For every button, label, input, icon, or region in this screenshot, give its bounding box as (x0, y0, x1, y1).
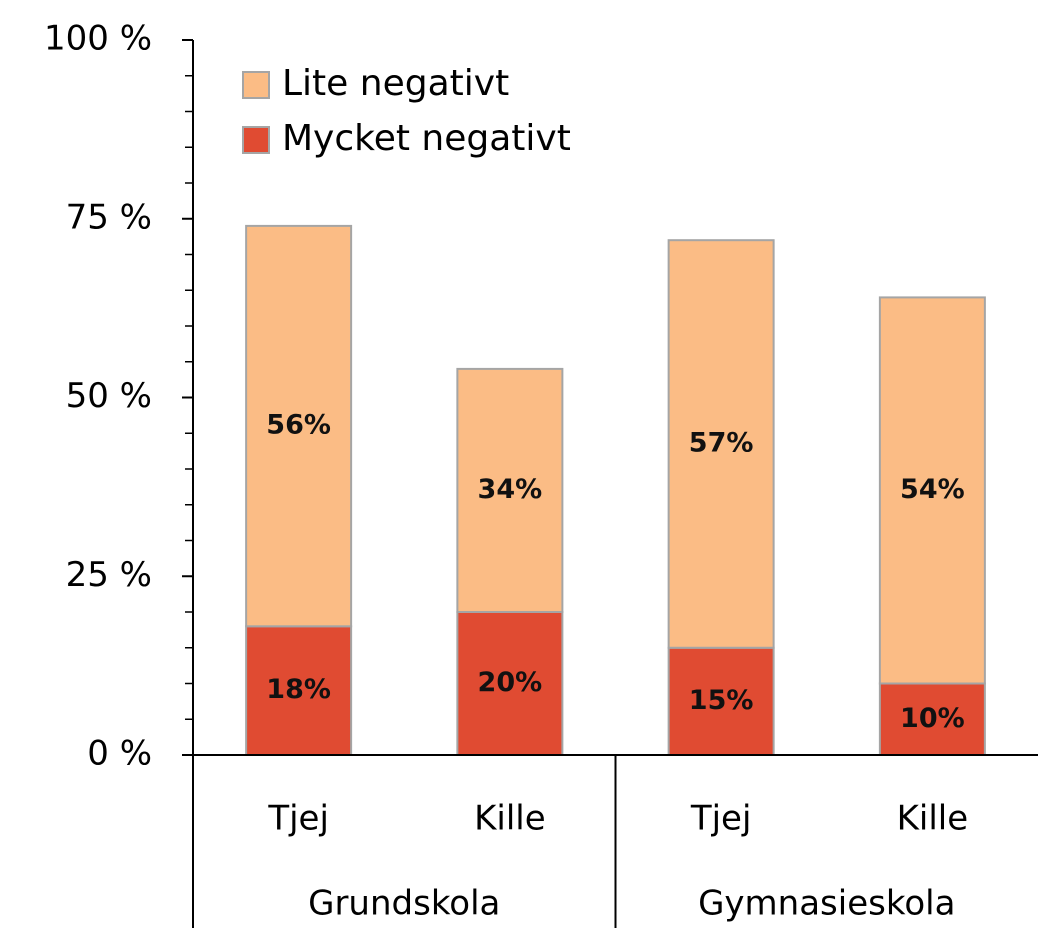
data-label: 15% (689, 685, 754, 716)
x-tick-label: Tjej (267, 799, 329, 839)
legend-label: Mycket negativt (282, 118, 571, 159)
bar-segment (245, 224, 353, 628)
group-label: Gymnasieskola (698, 884, 955, 924)
legend-label: Lite negativt (282, 63, 509, 104)
bar-segment (456, 611, 564, 756)
data-label: 54% (900, 474, 965, 505)
bar-segment (667, 646, 775, 756)
y-tick-label: 75 % (66, 197, 152, 237)
x-tick-label: Kille (474, 799, 546, 839)
bar-segment (456, 367, 564, 613)
data-label: 18% (266, 674, 331, 705)
x-tick-label: Kille (897, 799, 969, 839)
legend-swatch (242, 126, 270, 154)
data-label: 34% (478, 474, 543, 505)
y-tick-label: 25 % (66, 555, 152, 595)
bar-segment (667, 239, 775, 649)
x-tick-label: Tjej (690, 799, 752, 839)
data-label: 57% (689, 427, 754, 458)
bar-segment (878, 296, 986, 685)
group-label: Grundskola (308, 884, 500, 924)
data-label: 10% (900, 703, 965, 734)
data-label: 20% (478, 667, 543, 698)
y-tick-label: 50 % (66, 376, 152, 416)
legend-swatch (242, 71, 270, 99)
y-tick-label: 0 % (87, 734, 152, 774)
y-tick-label: 100 % (44, 19, 152, 59)
data-label: 56% (266, 410, 331, 441)
